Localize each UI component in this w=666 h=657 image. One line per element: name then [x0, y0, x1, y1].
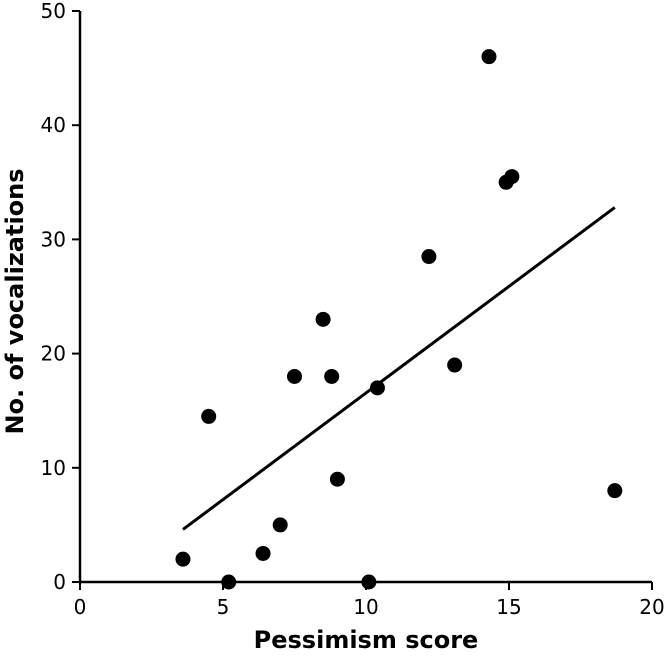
x-tick-label: 20	[639, 595, 664, 619]
data-point	[272, 517, 288, 533]
data-point	[175, 551, 191, 567]
regression-line	[182, 206, 616, 531]
y-tick-label: 0	[53, 570, 66, 594]
data-point	[481, 49, 497, 65]
data-point	[315, 311, 331, 327]
x-tick-label: 15	[496, 595, 521, 619]
y-tick-label: 50	[41, 0, 66, 23]
data-point	[421, 249, 437, 265]
y-tick-label: 30	[41, 227, 66, 251]
y-tick-label: 20	[41, 342, 66, 366]
data-point	[201, 408, 217, 424]
y-axis-title: No. of vocalizations	[1, 168, 29, 434]
y-axis-ticks: 0 10 20 30 40 50	[41, 0, 80, 594]
data-point	[504, 169, 520, 185]
data-points	[175, 49, 623, 590]
x-tick-label: 0	[74, 595, 87, 619]
data-point	[369, 380, 385, 396]
axes	[78, 11, 652, 584]
data-point	[324, 368, 340, 384]
data-point	[607, 483, 623, 499]
data-point	[255, 545, 271, 561]
y-tick-label: 10	[41, 456, 66, 480]
trendline-group	[182, 206, 616, 531]
y-tick-label: 40	[41, 113, 66, 137]
data-point	[361, 574, 377, 590]
x-axis-title: Pessimism score	[254, 626, 479, 654]
data-point	[287, 368, 302, 384]
x-tick-label: 5	[217, 595, 230, 619]
data-point	[221, 574, 237, 590]
x-tick-label: 10	[353, 595, 378, 619]
data-point	[329, 471, 345, 487]
data-point	[447, 357, 463, 373]
